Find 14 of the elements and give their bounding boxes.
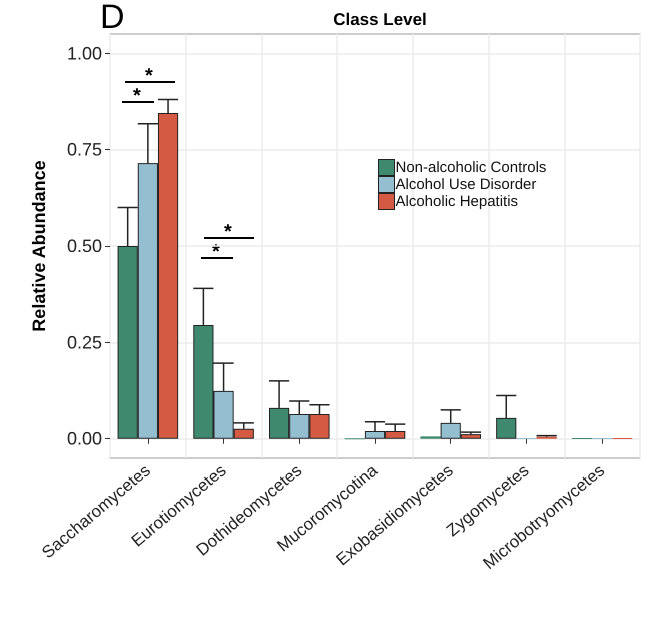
chart-title: Class Level	[333, 10, 427, 29]
y-tick-label: 1.00	[66, 43, 102, 64]
annotation: D	[100, 0, 125, 36]
y-tick-label: 0.50	[66, 236, 102, 256]
legend-label: Alcohol Use Disorder	[396, 176, 536, 193]
y-tick-label: 0.00	[66, 428, 102, 449]
legend-label: Non-alcoholic Controls	[396, 159, 546, 176]
annotation: *	[133, 85, 141, 107]
annotation: *	[224, 221, 232, 243]
legend-label: Alcoholic Hepatitis	[396, 193, 518, 210]
y-tick-label: 0.75	[66, 140, 102, 160]
annotation: *	[145, 65, 153, 87]
y-tick-label: 0.25	[66, 332, 102, 352]
y-axis-title: Relative Abundance	[29, 160, 49, 332]
